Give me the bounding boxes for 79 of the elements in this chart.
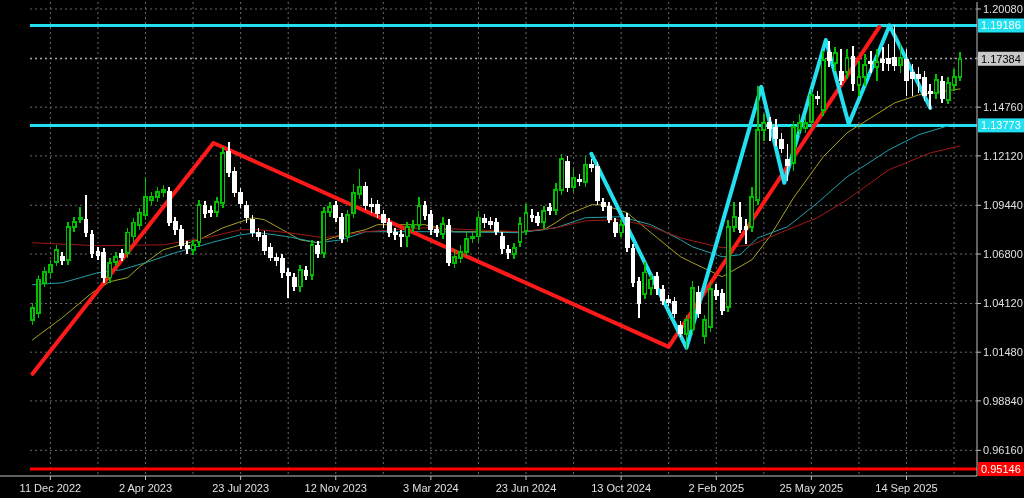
y-tick-label: 1.04120	[983, 297, 1023, 310]
x-tick-label: 3 Mar 2024	[403, 482, 459, 494]
x-tick-label: 23 Jun 2024	[495, 482, 557, 494]
candlestick	[303, 265, 309, 280]
candlestick	[541, 206, 547, 229]
y-tick-label: 1.01480	[983, 346, 1023, 359]
candlestick	[868, 51, 874, 73]
y-tick-label: 1.09440	[983, 199, 1023, 212]
candlestick	[345, 210, 351, 242]
candlestick	[196, 200, 202, 247]
ref-line-label: 1.19186	[981, 19, 1021, 32]
candlestick	[898, 44, 903, 73]
ref-line-label: 1.13773	[981, 119, 1021, 132]
candlestick	[844, 49, 850, 79]
candlestick	[416, 196, 422, 230]
candlestick	[820, 51, 826, 116]
candlestick	[89, 229, 95, 258]
line-series	[32, 125, 949, 286]
x-tick-label: 2 Apr 2023	[118, 482, 173, 494]
candlestick	[814, 91, 820, 105]
candlestick	[244, 201, 250, 223]
candlestick	[624, 213, 630, 252]
x-tick-label: 2 Feb 2025	[688, 482, 745, 494]
line-series	[32, 88, 961, 341]
candlestick	[737, 202, 743, 234]
candlestick	[565, 156, 571, 192]
candlestick	[297, 264, 303, 292]
candlestick	[695, 285, 701, 318]
y-tick-label: 0.96160	[983, 444, 1023, 457]
candlestick	[838, 49, 844, 85]
line-series	[32, 145, 961, 249]
candlestick	[59, 251, 65, 265]
candlestick	[832, 47, 838, 71]
y-tick-label: 1.20080	[983, 2, 1023, 15]
candlestick	[499, 231, 505, 254]
candlestick	[291, 272, 297, 291]
y-tick-label: 1.12120	[983, 149, 1023, 162]
x-tick-label: 13 Oct 2024	[591, 482, 652, 494]
candlestick	[826, 41, 832, 67]
candlestick	[636, 276, 642, 319]
y-tick-label: 1.14760	[983, 101, 1023, 114]
candlestick	[577, 174, 582, 186]
candlestick	[571, 169, 576, 192]
candlestick	[309, 239, 315, 280]
candlestick	[523, 203, 529, 236]
x-tick-label: 11 Dec 2022	[19, 482, 82, 494]
candlestick	[850, 46, 856, 91]
candlestick	[440, 216, 446, 239]
candlestick	[785, 144, 791, 181]
x-tick-label: 25 May 2025	[779, 482, 844, 494]
candlestick	[654, 271, 660, 295]
x-tick-label: 14 Sep 2025	[875, 482, 938, 494]
x-tick-label: 23 Jul 2023	[212, 482, 270, 494]
candlestick	[517, 216, 523, 247]
ref-line-label: 0.95146	[981, 462, 1021, 475]
candlestick	[630, 244, 636, 287]
candlestick	[53, 245, 59, 267]
candlestick	[547, 203, 553, 215]
candlestick	[77, 206, 83, 224]
candlestick	[939, 76, 945, 103]
candlestick	[678, 320, 684, 338]
ref-line-label: 1.17384	[981, 52, 1021, 65]
candlestick	[446, 218, 452, 267]
candlestick	[119, 248, 125, 262]
candlestick	[315, 241, 321, 258]
candlestick	[874, 49, 880, 81]
candlestick	[505, 245, 511, 259]
x-tick-label: 12 Nov 2023	[304, 482, 367, 494]
candlestick	[83, 194, 89, 238]
candlestick	[618, 220, 624, 238]
y-tick-label: 1.06800	[983, 247, 1023, 260]
candlestick	[779, 133, 785, 153]
y-tick-label: 0.98840	[983, 394, 1023, 407]
candlestick	[743, 218, 749, 244]
candlestick	[583, 156, 588, 187]
candlestick	[511, 242, 517, 259]
candlestick	[612, 218, 618, 238]
candlestick	[933, 74, 939, 99]
candlestick	[190, 239, 196, 255]
